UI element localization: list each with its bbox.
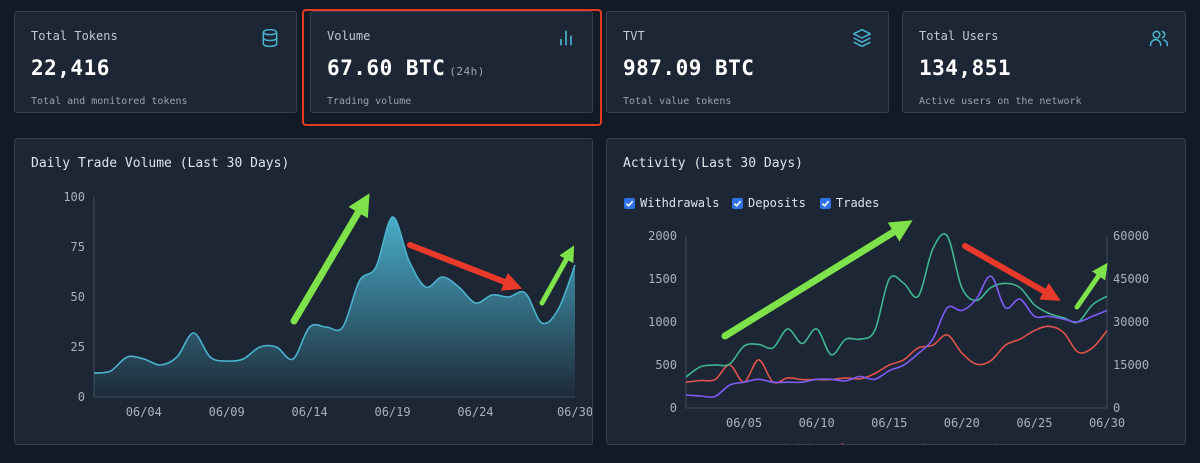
x-tick-label: 06/30 [1089,416,1125,430]
stat-value: 987.09 BTC [623,56,755,80]
trend-up-arrow-small [539,245,575,306]
y-left-tick-label: 2000 [648,229,677,243]
x-tick-label: 06/09 [209,405,245,419]
x-tick-label: 06/30 [557,405,592,419]
legend-label-trades: Trades [970,442,1013,444]
stat-card-total-users: Total Users 134,851 Active users on the … [902,11,1186,113]
y-right-tick-label: 15000 [1113,358,1149,372]
stat-suffix: (24h) [449,65,485,78]
bar-chart-icon [560,30,572,46]
x-tick-label: 06/24 [457,405,493,419]
stat-label: TVT [623,29,645,43]
annotation-arrows [721,220,1108,340]
checkbox-trades[interactable]: Trades [820,196,879,210]
checkbox-deposits[interactable]: Deposits [732,196,806,210]
y-right-tick-label: 0 [1113,401,1120,415]
y-left-tick-label: 500 [655,358,677,372]
trend-up-arrow [290,193,370,325]
checkbox-checked-icon[interactable] [624,197,635,209]
y-right-tick-label: 30000 [1113,315,1149,329]
checkbox-label: Trades [836,196,880,210]
layers-icon [852,28,872,48]
stat-card-tvt: TVT 987.09 BTC Total value tokens [606,11,889,113]
y-right-tick-label: 45000 [1113,272,1149,286]
checkbox-checked-icon[interactable] [732,197,743,209]
stat-value: 22,416 [31,56,110,80]
stat-description: Trading volume [327,96,412,107]
y-right-tick-label: 60000 [1113,229,1149,243]
trend-up-arrow [721,220,913,340]
y-tick-label: 25 [71,340,85,354]
database-icon [262,28,278,48]
legend-label-deposits: Deposits [883,442,941,444]
stat-label: Total Users [919,29,999,43]
x-tick-label: 06/14 [292,405,328,419]
x-tick-label: 06/25 [1016,416,1052,430]
y-left-tick-label: 1500 [648,272,677,286]
x-tick-label: 06/04 [126,405,162,419]
series-line-withdrawals [685,325,1108,384]
stat-card-total-tokens: Total Tokens 22,416 Total and monitored … [14,11,297,113]
legend-label-withdrawals: Withdrawals [775,442,854,444]
stat-label: Total Tokens [31,29,118,43]
chart-title: Daily Trade Volume (Last 30 Days) [31,156,290,171]
x-tick-label: 06/19 [374,405,410,419]
stat-label: Volume [327,29,371,43]
series-line [93,216,576,374]
stat-card-volume: Volume 67.60 BTC (24h) Trading volume [310,11,593,113]
y-tick-label: 50 [71,290,85,304]
stat-value: 67.60 BTC (24h) [327,56,485,80]
series-line-trades [685,275,1108,399]
checkbox-label: Deposits [748,196,806,210]
activity-chart-card: Activity (Last 30 Days) Withdrawals Depo… [606,138,1186,445]
stat-description: Active users on the network [919,96,1082,107]
checkbox-checked-icon[interactable] [820,197,831,209]
x-tick-label: 06/10 [799,416,835,430]
y-tick-label: 100 [63,190,85,204]
area-fill [94,216,575,397]
activity-chart: 0 500 1000 1500 2000 0 15000 30000 45000 60000 06/… [648,220,1149,444]
y-left-tick-label: 1000 [648,315,677,329]
stat-description: Total and monitored tokens [31,96,188,107]
y-tick-label: 75 [71,240,85,254]
series-line-deposits [685,233,1108,378]
users-icon [1149,30,1169,47]
daily-volume-chart-card: Daily Trade Volume (Last 30 Days) 0 25 50 7… [14,138,593,445]
chart-title: Activity (Last 30 Days) [623,156,804,171]
y-left-tick-label: 0 [670,401,677,415]
y-tick-label: 0 [78,390,85,404]
trend-down-arrow [407,242,523,291]
trend-down-arrow [962,243,1061,301]
stat-description: Total value tokens [623,96,732,107]
checkbox-withdrawals[interactable]: Withdrawals [624,196,719,210]
trend-up-arrow-small [1074,262,1108,310]
x-tick-label: 06/15 [871,416,907,430]
daily-volume-chart: 0 25 50 75 100 06/04 06/09 06/14 06/19 06/24 06/30 [63,190,592,419]
x-tick-label: 06/20 [944,416,980,430]
x-tick-label: 06/05 [726,416,762,430]
checkbox-label: Withdrawals [640,196,720,210]
annotation-arrows [290,193,575,325]
stat-value: 134,851 [919,56,1012,80]
volume-highlight-box [302,9,602,126]
